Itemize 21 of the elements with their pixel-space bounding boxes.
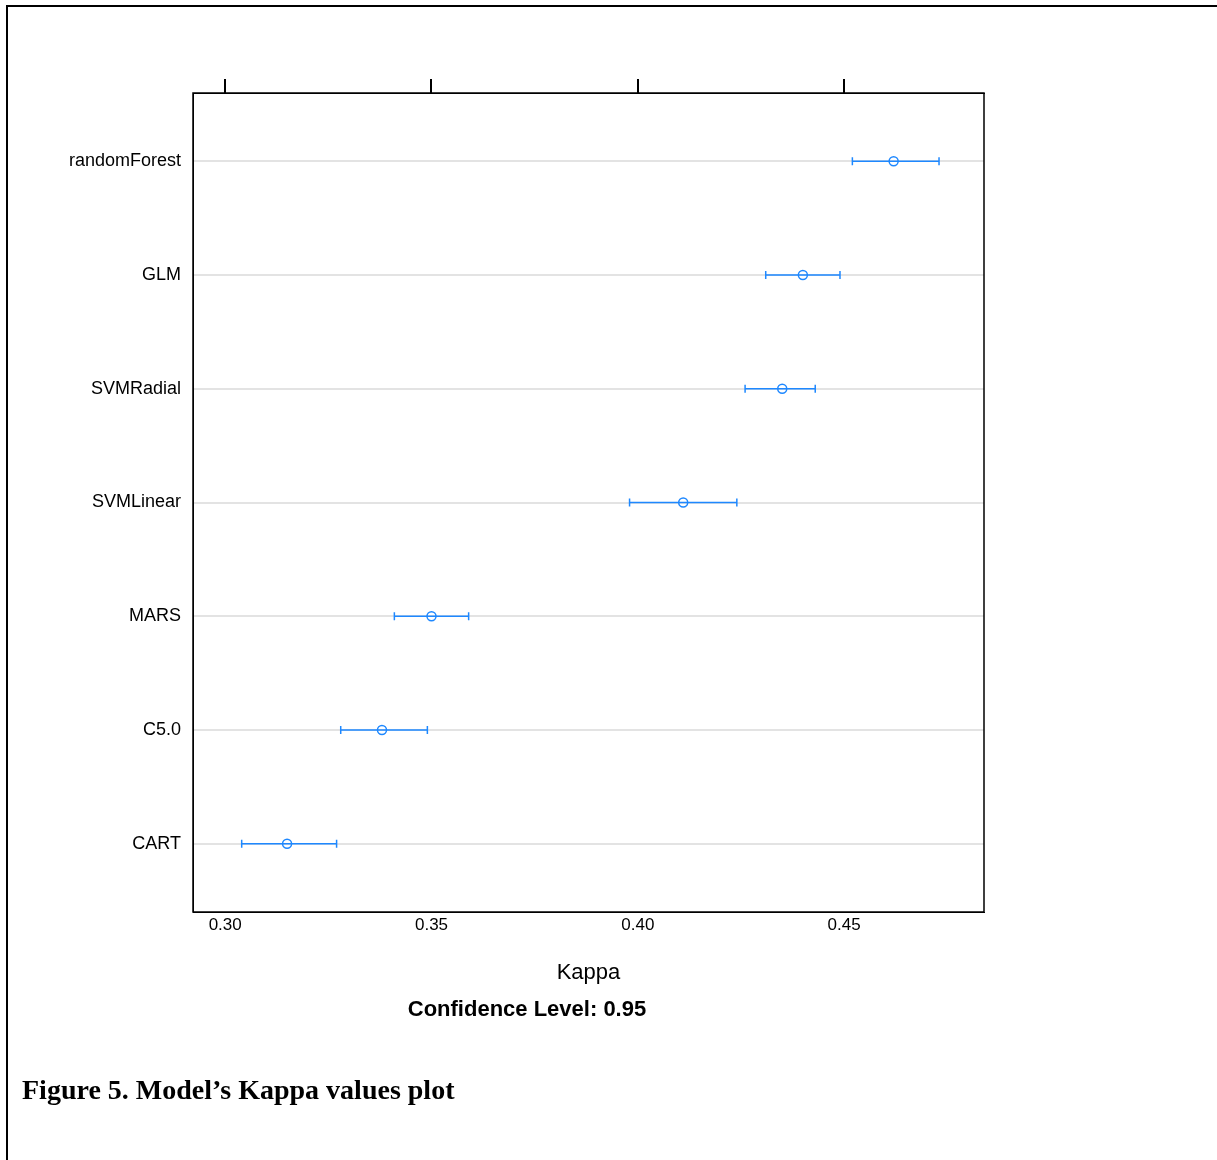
point <box>376 724 388 736</box>
point <box>281 838 293 849</box>
y-tick-label: GLM <box>141 263 181 284</box>
point <box>426 611 437 622</box>
y-tick-label: CART <box>132 832 181 853</box>
point <box>888 156 899 167</box>
y-tick-label: SVMLinear <box>91 491 181 512</box>
x-axis-title: Kappa <box>556 958 622 984</box>
x-tick-label: 0.45 <box>827 914 861 934</box>
caption: Figure 5. Model’s Kappa values plot <box>22 1074 455 1106</box>
point <box>677 497 689 508</box>
x-tick-label: 0.40 <box>621 914 655 934</box>
y-tick-label: SVMRadial <box>90 377 181 398</box>
y-tick-label: randomForest <box>68 150 181 171</box>
point <box>776 383 788 394</box>
point <box>797 269 809 281</box>
text: Confidence Level: 0.95 <box>406 996 648 1022</box>
y-tick-label: MARS <box>128 605 181 626</box>
y-tick-label: C5.0 <box>142 718 181 739</box>
x-tick-label: 0.35 <box>414 914 449 934</box>
x-tick-label: 0.30 <box>208 914 242 934</box>
